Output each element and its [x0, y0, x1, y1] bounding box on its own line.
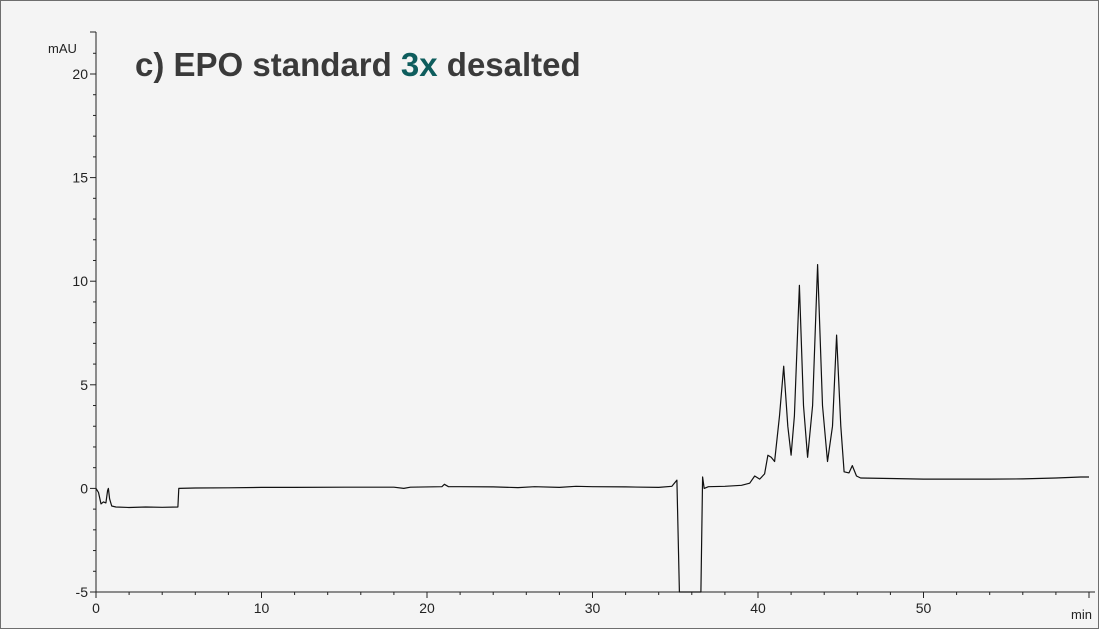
chart-title-part: 3x [401, 46, 438, 83]
y-tick-label: 15 [72, 170, 88, 186]
x-tick-label: 50 [916, 600, 932, 616]
chart-title-part: c) EPO standard [135, 46, 401, 83]
y-tick-label: -5 [76, 584, 89, 600]
chart-title: c) EPO standard 3x desalted [135, 46, 581, 83]
x-tick-label: 20 [419, 600, 435, 616]
y-tick-label: 20 [72, 66, 88, 82]
x-tick-label: 30 [585, 600, 601, 616]
y-tick-label: 10 [72, 273, 88, 289]
y-tick-label: 0 [80, 480, 88, 496]
chart-title-part: desalted [438, 46, 581, 83]
y-axis-unit-label: mAU [48, 41, 77, 56]
plot-area [95, 264, 1089, 593]
x-tick-label: 0 [92, 600, 100, 616]
x-tick-label: 40 [750, 600, 766, 616]
y-tick-label: 5 [80, 377, 88, 393]
chromatogram-trace [95, 264, 1089, 593]
x-axis-unit-label: min [1071, 607, 1092, 622]
x-tick-label: 10 [254, 600, 270, 616]
